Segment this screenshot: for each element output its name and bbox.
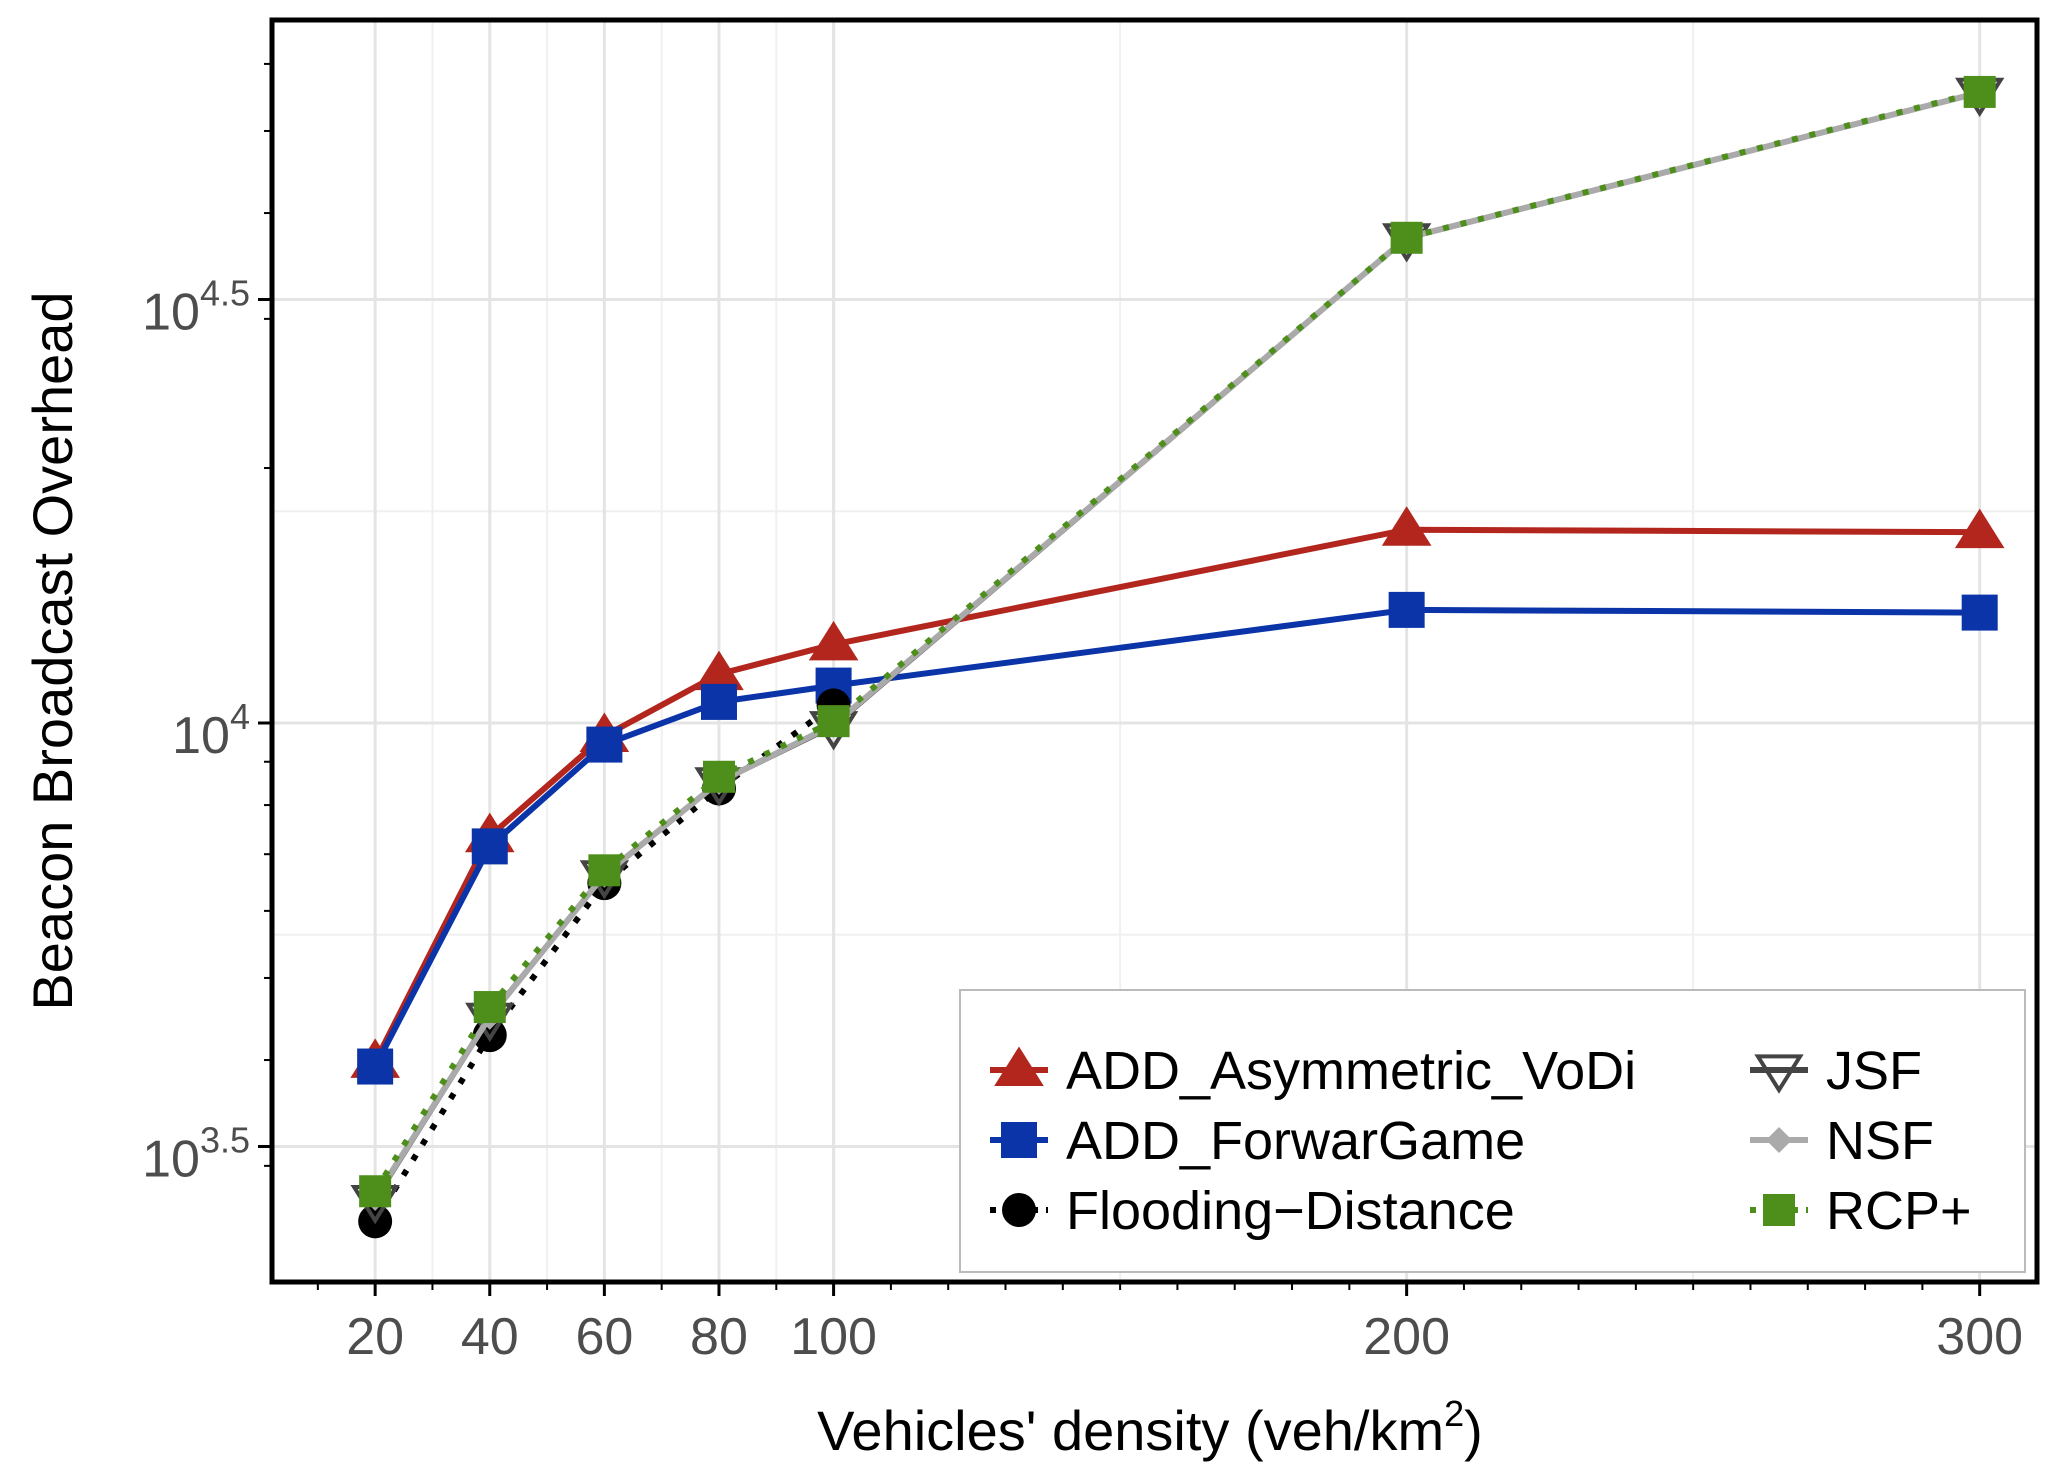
legend-label: JSF (1826, 1041, 1922, 1101)
legend-label: NSF (1826, 1111, 1934, 1171)
data-point (1390, 221, 1423, 254)
data-point (586, 726, 623, 763)
legend-label: ADD_ForwarGame (1066, 1111, 1525, 1171)
data-point (357, 1048, 394, 1085)
legend-label: ADD_Asymmetric_VoDi (1066, 1041, 1636, 1101)
legend-item: NSF (1750, 1111, 1934, 1171)
legend-marker (1002, 1193, 1036, 1227)
x-tick-label: 100 (790, 1308, 877, 1366)
legend-item: Flooding−Distance (990, 1181, 1515, 1241)
legend-label: Flooding−Distance (1066, 1181, 1515, 1241)
series-add-forwargame (357, 591, 1998, 1085)
y-tick-exp: 4.5 (200, 273, 250, 314)
legend-marker (1763, 1194, 1795, 1226)
y-tick-exp: 4 (230, 696, 250, 737)
legend-item: RCP+ (1750, 1181, 1972, 1241)
legend-item: ADD_Asymmetric_VoDi (990, 1041, 1636, 1101)
x-tick-label: 40 (461, 1308, 519, 1366)
data-point (471, 828, 508, 865)
plot-border (269, 17, 2040, 1285)
data-point (808, 620, 859, 661)
legend-label: RCP+ (1826, 1181, 1972, 1241)
x-tick-label: 60 (575, 1308, 633, 1366)
legend-marker (1001, 1122, 1037, 1158)
x-axis-title-tail: ) (1464, 1399, 1483, 1462)
y-tick-base: 10 (142, 1130, 200, 1188)
series-rcp- (359, 75, 1996, 1208)
y-tick-base: 10 (142, 284, 200, 342)
y-tick-label: 104.5 (142, 273, 250, 342)
legend-item: JSF (1750, 1041, 1922, 1101)
x-tick-label: 200 (1363, 1308, 1450, 1366)
x-axis-title-sup: 2 (1444, 1393, 1464, 1434)
legend: ADD_Asymmetric_VoDi ADD_ForwarGame Floodin… (959, 989, 2026, 1273)
x-axis-title: Vehicles' density (veh/km2) (817, 1393, 1483, 1462)
legend-item: ADD_ForwarGame (990, 1111, 1525, 1171)
y-tick-exp: 3.5 (200, 1119, 250, 1160)
data-point (473, 991, 506, 1024)
data-point (359, 1175, 392, 1208)
y-tick-base: 10 (172, 707, 230, 765)
legend-marker (1766, 1127, 1792, 1153)
y-axis-title: Beacon Broadcast Overhead (21, 291, 84, 1010)
data-point (1954, 508, 2005, 549)
x-tick-label: 300 (1936, 1308, 2023, 1366)
data-point (694, 650, 744, 691)
data-point (817, 705, 850, 738)
x-tick-label: 80 (690, 1308, 748, 1366)
series-layer (350, 75, 2005, 1239)
y-tick-label: 103.5 (142, 1119, 250, 1188)
y-tick-label: 104 (172, 696, 250, 765)
x-axis-title-main: Vehicles' density (veh/km (817, 1399, 1444, 1462)
x-tick-label: 20 (346, 1308, 404, 1366)
data-point (702, 760, 735, 793)
axis-ticks (258, 62, 1982, 1296)
data-point (1961, 594, 1998, 631)
legend-box (959, 989, 2026, 1273)
data-point (588, 854, 621, 887)
series-line (372, 702, 836, 1223)
legend-marker (994, 1046, 1044, 1086)
data-point (1388, 591, 1425, 628)
data-point (1381, 506, 1432, 546)
data-point (1963, 75, 1996, 108)
legend-marker (1754, 1054, 1804, 1094)
data-point (700, 683, 737, 720)
